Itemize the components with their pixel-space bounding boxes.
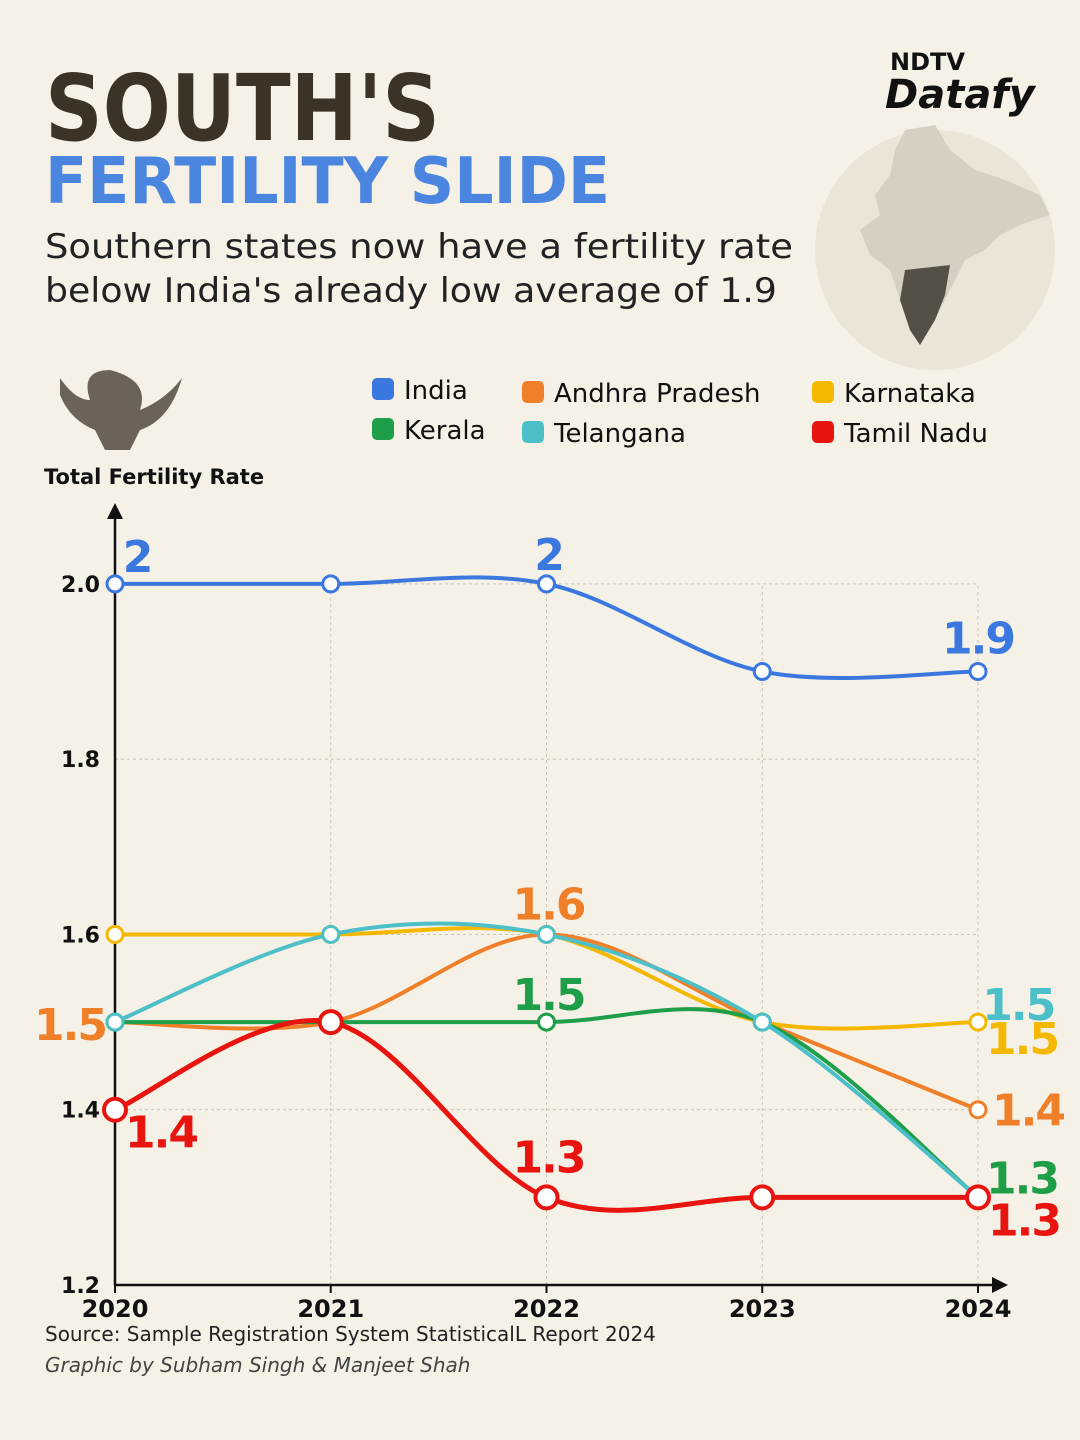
legend-label: Telangana bbox=[553, 419, 686, 449]
legend-label: Andhra Pradesh bbox=[554, 379, 761, 409]
data-label: 1.3 bbox=[986, 1153, 1058, 1204]
data-point bbox=[965, 1184, 991, 1211]
brand-ndtv: NDTV bbox=[890, 48, 965, 76]
hands-icon bbox=[60, 370, 182, 450]
data-label: 1.5 bbox=[982, 980, 1054, 1031]
data-point bbox=[968, 662, 988, 682]
data-point bbox=[105, 924, 125, 944]
data-point bbox=[968, 1100, 988, 1120]
data-point bbox=[321, 574, 341, 594]
legend-swatch bbox=[812, 381, 834, 403]
y-tick-label: 1.6 bbox=[61, 923, 100, 948]
subtitle-line: below India's already low average of 1.9 bbox=[45, 271, 777, 311]
data-point bbox=[537, 1012, 556, 1032]
data-label: 1.6 bbox=[513, 879, 585, 930]
subtitle-line: Southern states now have a fertility rat… bbox=[45, 227, 793, 267]
x-tick-label: 2021 bbox=[297, 1295, 364, 1323]
data-point bbox=[752, 662, 772, 682]
y-tick-label: 1.2 bbox=[61, 1274, 100, 1299]
data-label: 1.3 bbox=[988, 1195, 1060, 1246]
data-label: 1.3 bbox=[513, 1132, 585, 1183]
data-point bbox=[533, 1184, 560, 1211]
data-point bbox=[752, 1012, 772, 1032]
legend-swatch bbox=[522, 421, 544, 443]
credit: Graphic by Subham Singh & Manjeet Shah bbox=[45, 1353, 470, 1377]
data-point bbox=[317, 1009, 344, 1036]
south-region bbox=[900, 265, 950, 345]
data-label: 2 bbox=[123, 532, 152, 583]
data-label: 1.4 bbox=[125, 1108, 197, 1159]
data-point bbox=[537, 574, 556, 594]
y-tick-label: 1.8 bbox=[61, 748, 100, 773]
legend-swatch bbox=[522, 381, 544, 403]
x-tick-label: 2024 bbox=[945, 1295, 1012, 1323]
data-point bbox=[537, 924, 556, 944]
legend-label: India bbox=[404, 376, 468, 406]
y-tick-label: 1.4 bbox=[61, 1099, 100, 1124]
data-label: 1.5 bbox=[986, 1014, 1058, 1065]
brand-datafy: Datafy bbox=[885, 72, 1037, 118]
y-axis-label: Total Fertility Rate bbox=[44, 465, 264, 489]
x-axis-arrow bbox=[992, 1277, 1008, 1293]
x-tick-label: 2020 bbox=[82, 1295, 149, 1323]
data-point bbox=[102, 1096, 128, 1123]
data-label: 1.5 bbox=[513, 970, 585, 1021]
data-label: 1.4 bbox=[992, 1086, 1064, 1137]
y-tick-label: 2.0 bbox=[61, 573, 100, 598]
data-point bbox=[105, 574, 125, 594]
legend-label: Karnataka bbox=[844, 379, 976, 409]
legend-label: Tamil Nadu bbox=[843, 419, 988, 449]
legend-swatch bbox=[372, 378, 394, 400]
data-point bbox=[749, 1184, 776, 1211]
x-tick-label: 2023 bbox=[729, 1295, 796, 1323]
data-label: 2 bbox=[534, 530, 563, 581]
y-axis-arrow bbox=[107, 503, 123, 519]
data-label: 1.5 bbox=[34, 1000, 106, 1051]
x-tick-label: 2022 bbox=[513, 1295, 580, 1323]
data-point bbox=[321, 924, 341, 944]
legend-label: Kerala bbox=[404, 416, 486, 446]
title-highlight: FERTILITY SLIDE bbox=[45, 145, 610, 219]
title: SOUTH'S bbox=[45, 55, 440, 162]
data-point bbox=[968, 1012, 988, 1032]
legend-swatch bbox=[812, 421, 834, 443]
source: Source: Sample Registration System Stati… bbox=[45, 1322, 656, 1346]
data-point bbox=[105, 1012, 125, 1032]
data-label: 1.9 bbox=[942, 614, 1014, 665]
legend-swatch bbox=[372, 418, 394, 440]
